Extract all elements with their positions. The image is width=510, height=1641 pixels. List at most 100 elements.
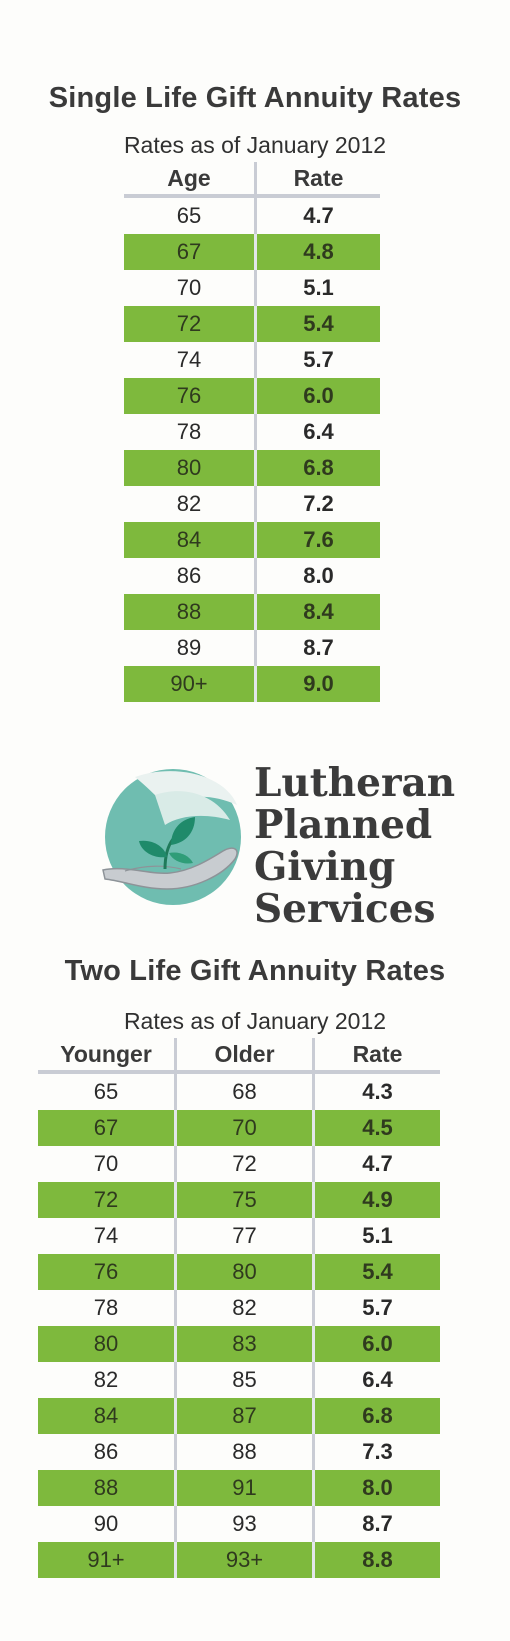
table-row: 84 7.6: [124, 522, 380, 558]
logo-line-1: Lutheran: [254, 760, 456, 806]
two-life-rates-table: Younger Older Rate 65 68 4.3 67 70 4.5 70 72 4.7…: [38, 1038, 440, 1578]
column-header-older: Older: [174, 1038, 314, 1074]
table-row: 86 88 7.3: [38, 1434, 440, 1470]
older-age-cell: 87: [174, 1398, 314, 1434]
table-row: 76 80 5.4: [38, 1254, 440, 1290]
older-age-cell: 93+: [174, 1542, 314, 1578]
age-cell: 72: [124, 306, 256, 342]
age-cell: 67: [124, 234, 256, 270]
rate-cell: 6.4: [312, 1362, 440, 1398]
lpgs-logo-wordmark: Lutheran Planned Giving Services: [254, 762, 455, 930]
older-age-cell: 85: [174, 1362, 314, 1398]
table-row: 91+ 93+ 8.8: [38, 1542, 440, 1578]
rate-cell: 5.4: [254, 306, 380, 342]
rate-cell: 8.7: [312, 1506, 440, 1542]
age-cell: 65: [176, 203, 202, 228]
table-row: 86 8.0: [124, 558, 380, 594]
table-row: 76 6.0: [124, 378, 380, 414]
hand-with-seedling-icon: [102, 769, 241, 905]
younger-age-cell: 90: [93, 1511, 119, 1536]
rate-cell: 5.4: [312, 1254, 440, 1290]
older-age-cell: 75: [174, 1182, 314, 1218]
age-cell: 88: [124, 594, 256, 630]
table-row: 65 4.7: [124, 196, 380, 234]
rate-cell: 5.1: [312, 1218, 440, 1254]
rate-cell: 5.7: [312, 1290, 440, 1326]
rate-cell: 4.7: [254, 196, 380, 234]
younger-age-cell: 84: [38, 1398, 176, 1434]
logo-line-4: Services: [254, 886, 436, 932]
younger-age-cell: 91+: [38, 1542, 176, 1578]
older-age-cell: 77: [174, 1218, 314, 1254]
younger-age-cell: 72: [38, 1182, 176, 1218]
rate-cell: 8.4: [254, 594, 380, 630]
younger-age-cell: 74: [93, 1223, 119, 1248]
rate-cell: 5.1: [254, 270, 380, 306]
rate-cell: 6.4: [254, 414, 380, 450]
rate-cell: 6.0: [254, 378, 380, 414]
age-cell: 90+: [124, 666, 256, 702]
younger-age-cell: 78: [93, 1295, 119, 1320]
younger-age-cell: 86: [93, 1439, 119, 1464]
rate-cell: 4.9: [312, 1182, 440, 1218]
rate-cell: 6.0: [312, 1326, 440, 1362]
table-row: 67 4.8: [124, 234, 380, 270]
table-row: 89 8.7: [124, 630, 380, 666]
rate-cell: 9.0: [254, 666, 380, 702]
rate-cell: 6.8: [254, 450, 380, 486]
lpgs-logo: [95, 765, 245, 920]
rate-cell: 7.6: [254, 522, 380, 558]
table-row: 72 5.4: [124, 306, 380, 342]
table-row: 88 91 8.0: [38, 1470, 440, 1506]
age-cell: 80: [124, 450, 256, 486]
age-cell: 70: [176, 275, 202, 300]
rate-cell: 8.0: [254, 558, 380, 594]
table-row: 78 6.4: [124, 414, 380, 450]
rate-cell: 8.7: [254, 630, 380, 666]
table-row: 74 5.7: [124, 342, 380, 378]
table-row: 88 8.4: [124, 594, 380, 630]
two-life-subtitle: Rates as of January 2012: [123, 1008, 387, 1034]
logo-line-3: Giving: [254, 844, 396, 890]
table-row: 84 87 6.8: [38, 1398, 440, 1434]
older-age-cell: 93: [174, 1506, 314, 1542]
column-header-rate: Rate: [254, 162, 380, 198]
table-row: 82 85 6.4: [38, 1362, 440, 1398]
table-row: 80 83 6.0: [38, 1326, 440, 1362]
age-cell: 78: [176, 419, 202, 444]
rate-cell: 6.8: [312, 1398, 440, 1434]
younger-age-cell: 67: [38, 1110, 176, 1146]
younger-age-cell: 88: [38, 1470, 176, 1506]
column-header-rate: Rate: [312, 1038, 440, 1074]
rate-cell: 4.5: [312, 1110, 440, 1146]
younger-age-cell: 80: [38, 1326, 176, 1362]
rate-cell: 7.3: [312, 1434, 440, 1470]
rate-cell: 4.3: [312, 1072, 440, 1110]
table-row: 90 93 8.7: [38, 1506, 440, 1542]
older-age-cell: 88: [174, 1434, 314, 1470]
table-row: 70 5.1: [124, 270, 380, 306]
age-cell: 89: [176, 635, 202, 660]
column-header-age: Age: [124, 162, 256, 198]
table-row: 90+ 9.0: [124, 666, 380, 702]
table-row: 70 72 4.7: [38, 1146, 440, 1182]
table-header-row: Age Rate: [124, 162, 380, 198]
single-life-subtitle: Rates as of January 2012: [123, 132, 387, 158]
older-age-cell: 91: [174, 1470, 314, 1506]
column-header-younger: Younger: [38, 1038, 176, 1074]
age-cell: 82: [176, 491, 202, 516]
rate-cell: 8.0: [312, 1470, 440, 1506]
table-row: 72 75 4.9: [38, 1182, 440, 1218]
table-row: 67 70 4.5: [38, 1110, 440, 1146]
table-row: 74 77 5.1: [38, 1218, 440, 1254]
rate-cell: 7.2: [254, 486, 380, 522]
younger-age-cell: 76: [38, 1254, 176, 1290]
single-life-title: Single Life Gift Annuity Rates: [48, 82, 462, 114]
rate-cell: 4.8: [254, 234, 380, 270]
age-cell: 86: [176, 563, 202, 588]
table-row: 82 7.2: [124, 486, 380, 522]
rate-cell: 5.7: [254, 342, 380, 378]
older-age-cell: 82: [174, 1290, 314, 1326]
table-row: 80 6.8: [124, 450, 380, 486]
two-life-title: Two Life Gift Annuity Rates: [64, 955, 446, 987]
